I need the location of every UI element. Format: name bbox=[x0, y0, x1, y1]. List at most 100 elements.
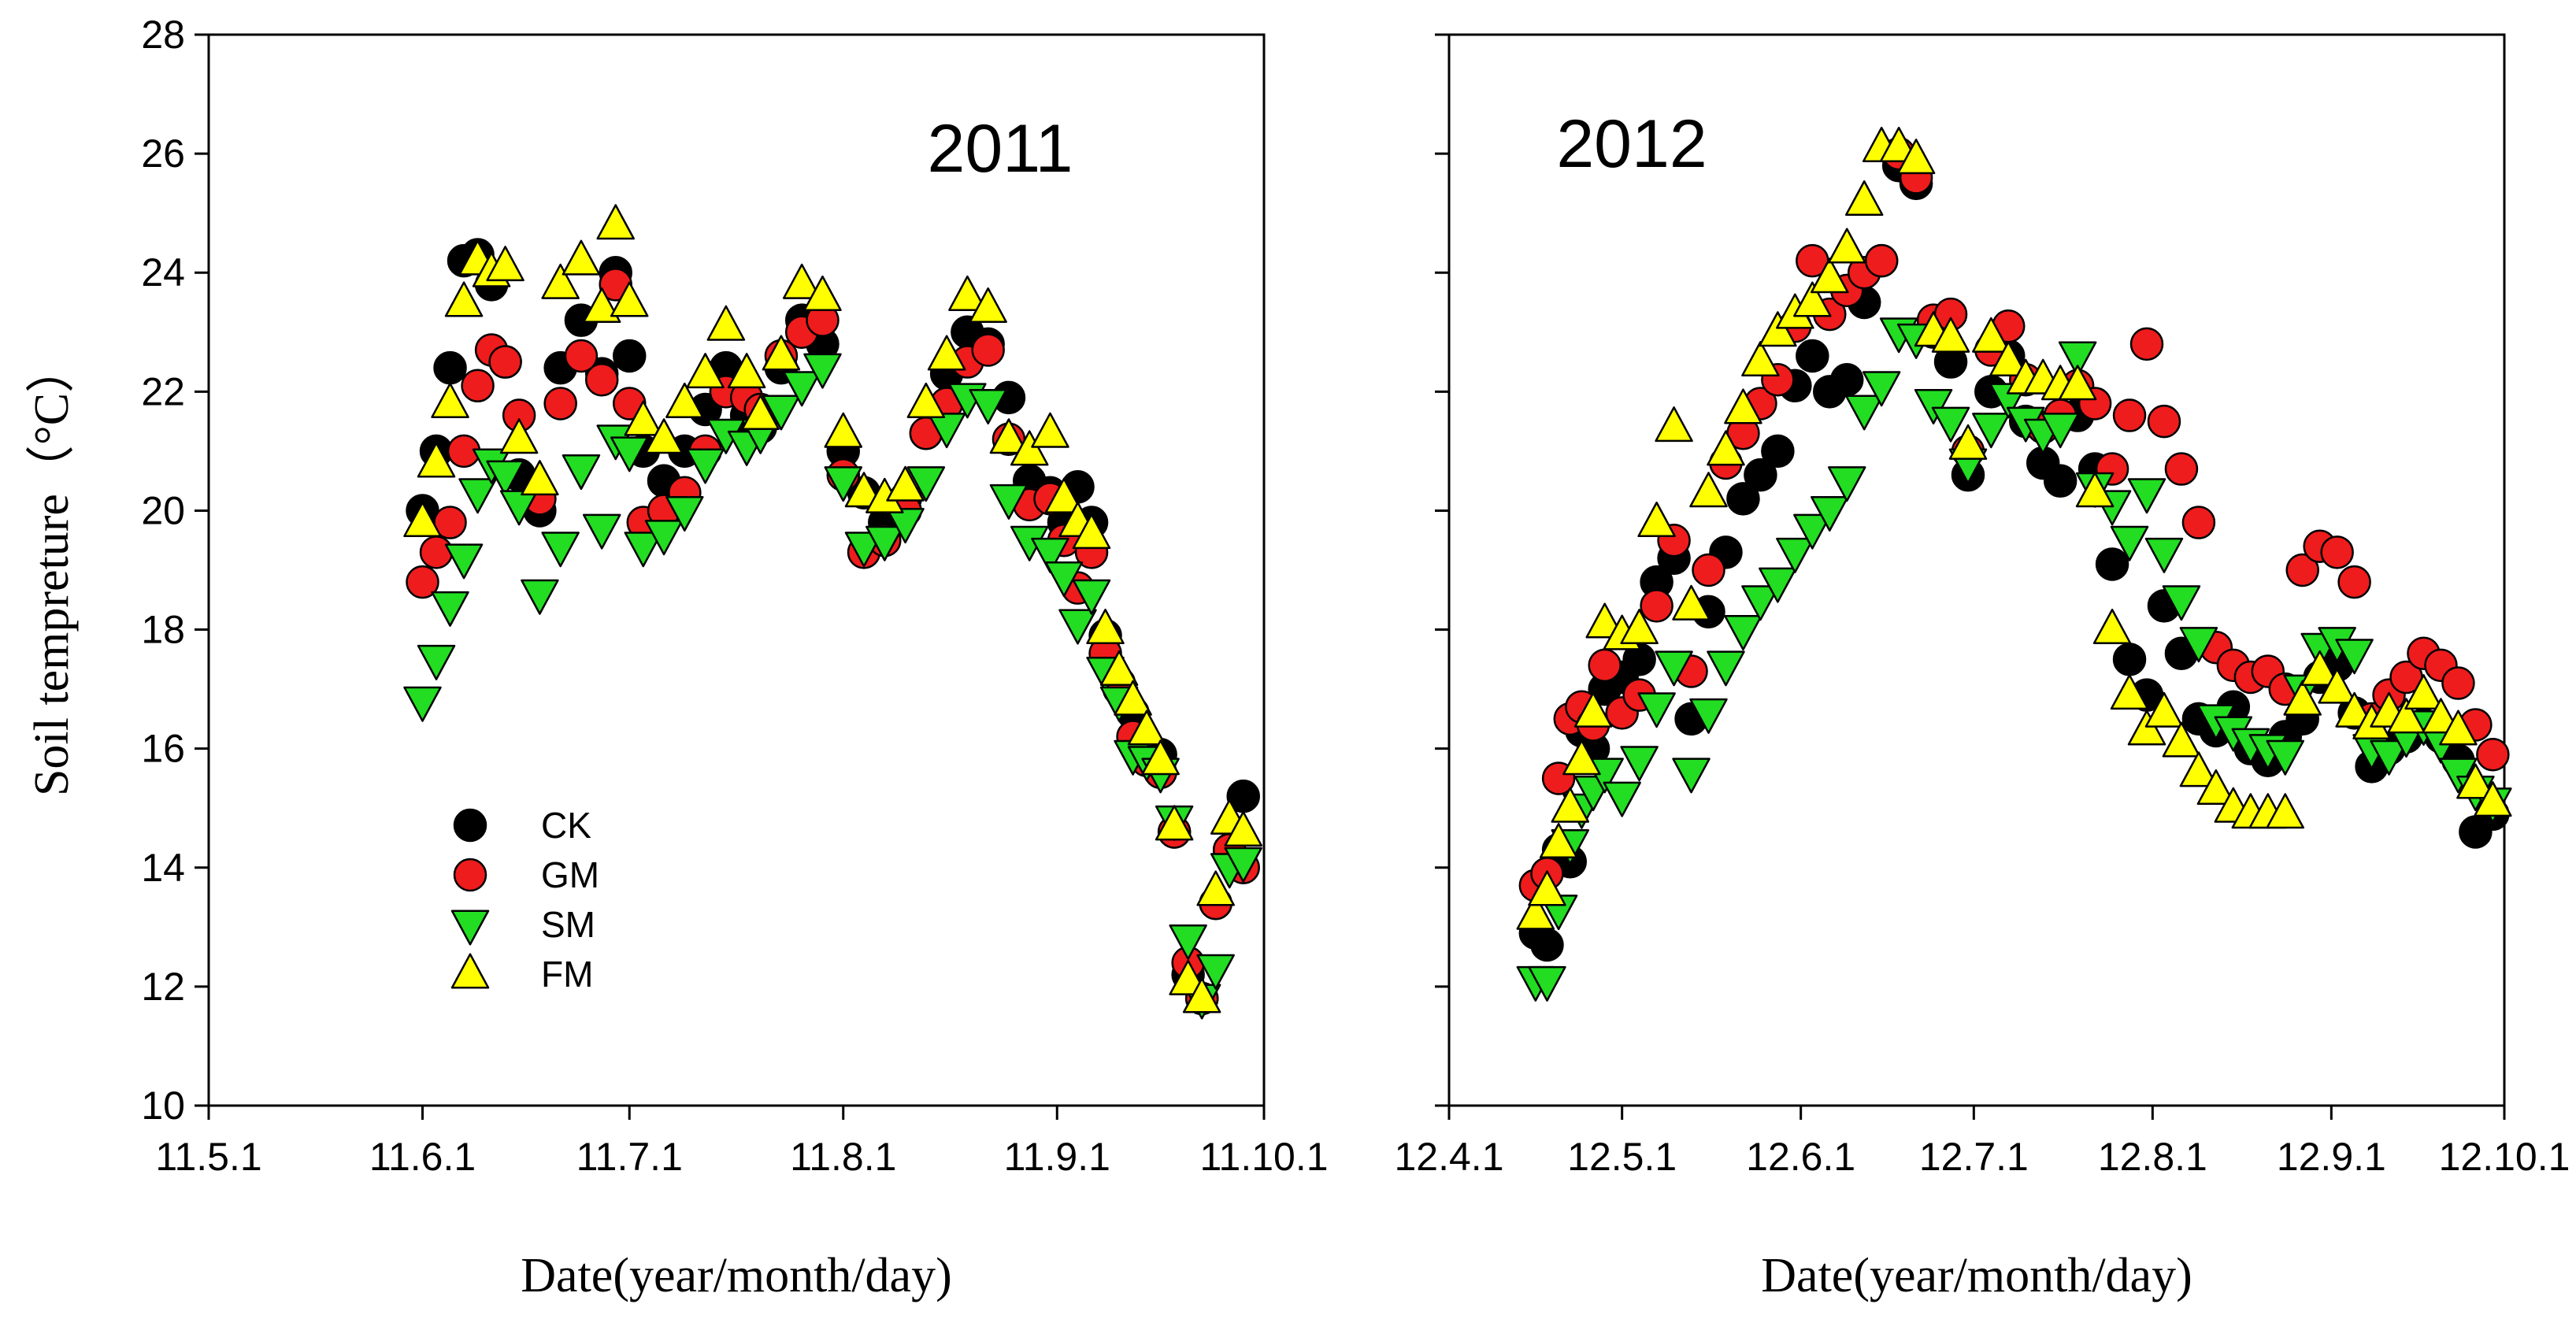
series-sm bbox=[1516, 317, 2512, 1002]
data-point-sm bbox=[624, 532, 663, 568]
panel-title-2011: 2011 bbox=[928, 111, 1073, 187]
data-point-gm bbox=[419, 535, 454, 569]
data-point-sm bbox=[906, 466, 946, 502]
data-point-fm bbox=[1562, 739, 1601, 776]
x-tick-label: 11.9.1 bbox=[1004, 1135, 1110, 1179]
legend-marker-sm bbox=[450, 910, 490, 946]
data-point-sm bbox=[1862, 371, 1901, 407]
data-point-sm bbox=[1914, 388, 1953, 424]
data-point-fm bbox=[1827, 228, 1866, 264]
data-point-gm bbox=[406, 565, 439, 599]
data-point-sm bbox=[1811, 495, 1849, 532]
y-tick-label: 24 bbox=[141, 250, 185, 295]
x-tick-label: 12.10.1 bbox=[2439, 1135, 2570, 1179]
data-point-fm bbox=[686, 353, 725, 389]
data-point-fm bbox=[665, 382, 704, 418]
legend-marker-gm bbox=[453, 858, 487, 892]
legend-label-gm: GM bbox=[541, 854, 599, 895]
x-tick-label: 11.10.1 bbox=[1199, 1135, 1328, 1179]
legend-marker-fm bbox=[450, 953, 490, 989]
data-point-fm bbox=[1620, 609, 1659, 645]
data-point-sm bbox=[886, 508, 925, 544]
data-point-fm bbox=[1844, 180, 1884, 217]
data-points-2011 bbox=[403, 204, 1262, 1020]
data-point-fm bbox=[624, 400, 663, 436]
data-point-fm bbox=[1528, 870, 1566, 906]
data-point-fm bbox=[541, 263, 580, 299]
data-point-sm bbox=[1707, 650, 1745, 687]
data-point-sm bbox=[1776, 537, 1814, 573]
data-point-sm bbox=[1759, 567, 1797, 603]
data-point-gm bbox=[1692, 553, 1725, 587]
x-axis-label-2012: Date(year/month/day) bbox=[1761, 1249, 2192, 1302]
y-tick-label: 12 bbox=[141, 965, 185, 1009]
data-point-sm bbox=[2127, 478, 2166, 514]
data-point-fm bbox=[2404, 674, 2443, 710]
data-point-gm bbox=[2164, 452, 2199, 486]
data-point-fm bbox=[1141, 739, 1180, 776]
data-point-ck bbox=[2095, 547, 2129, 581]
y-tick-label: 20 bbox=[141, 488, 185, 532]
data-point-sm bbox=[865, 525, 904, 561]
legend: CK GM SM FM bbox=[450, 805, 599, 995]
data-point-sm bbox=[844, 532, 884, 568]
data-point-fm bbox=[2127, 710, 2166, 746]
data-point-gm bbox=[461, 369, 495, 403]
data-point-sm bbox=[989, 484, 1029, 520]
data-point-sm bbox=[1031, 537, 1069, 573]
data-point-fm bbox=[1989, 341, 2028, 377]
data-point-fm bbox=[969, 287, 1007, 324]
data-point-fm bbox=[499, 418, 539, 454]
data-point-fm bbox=[2162, 721, 2201, 758]
data-point-fm bbox=[644, 418, 684, 454]
data-point-gm bbox=[2337, 565, 2371, 599]
data-point-fm bbox=[1759, 311, 1797, 347]
data-point-sm bbox=[1058, 609, 1097, 645]
data-point-gm bbox=[2476, 737, 2510, 772]
data-point-fm bbox=[1551, 787, 1590, 823]
data-point-sm bbox=[824, 466, 863, 502]
data-point-fm bbox=[1127, 710, 1166, 746]
y-tick-label: 26 bbox=[141, 132, 185, 176]
data-point-fm bbox=[2300, 650, 2339, 686]
data-point-fm bbox=[2283, 680, 2322, 716]
data-point-sm bbox=[1196, 954, 1235, 990]
data-point-ck bbox=[1829, 362, 1864, 397]
data-point-fm bbox=[824, 412, 863, 448]
data-point-sm bbox=[1724, 615, 1762, 651]
data-point-fm bbox=[2387, 698, 2426, 734]
data-point-fm bbox=[741, 395, 780, 431]
data-point-sm bbox=[431, 591, 469, 627]
data-point-fm bbox=[1072, 513, 1111, 550]
series-fm bbox=[403, 204, 1262, 1013]
data-point-ck bbox=[2112, 643, 2147, 676]
data-point-fm bbox=[1724, 388, 1762, 424]
plot-area-2012 bbox=[1447, 33, 2506, 1107]
data-point-fm bbox=[431, 382, 469, 418]
data-point-gm bbox=[1864, 243, 1899, 278]
data-point-sm bbox=[1224, 847, 1262, 883]
data-point-sm bbox=[1528, 965, 1566, 1002]
data-point-ck bbox=[1796, 339, 1829, 373]
data-point-sm bbox=[417, 644, 456, 680]
data-point-gm bbox=[2147, 404, 2181, 439]
legend-label-ck: CK bbox=[541, 805, 591, 846]
data-point-sm bbox=[1972, 413, 2011, 449]
data-point-fm bbox=[2266, 793, 2304, 829]
data-point-sm bbox=[2266, 739, 2304, 776]
data-point-fm bbox=[2179, 751, 2218, 787]
y-tick-label: 16 bbox=[141, 727, 185, 771]
data-point-sm bbox=[1072, 579, 1111, 615]
data-point-fm bbox=[762, 335, 801, 371]
data-point-sm bbox=[1655, 650, 1693, 687]
data-point-sm bbox=[582, 513, 621, 550]
data-point-fm bbox=[1099, 650, 1139, 686]
data-point-fm bbox=[948, 275, 987, 311]
data-point-sm bbox=[610, 436, 649, 472]
data-point-fm bbox=[803, 275, 842, 311]
data-point-gm bbox=[488, 345, 522, 379]
data-point-fm bbox=[1972, 317, 2011, 353]
data-point-fm bbox=[1516, 894, 1555, 930]
